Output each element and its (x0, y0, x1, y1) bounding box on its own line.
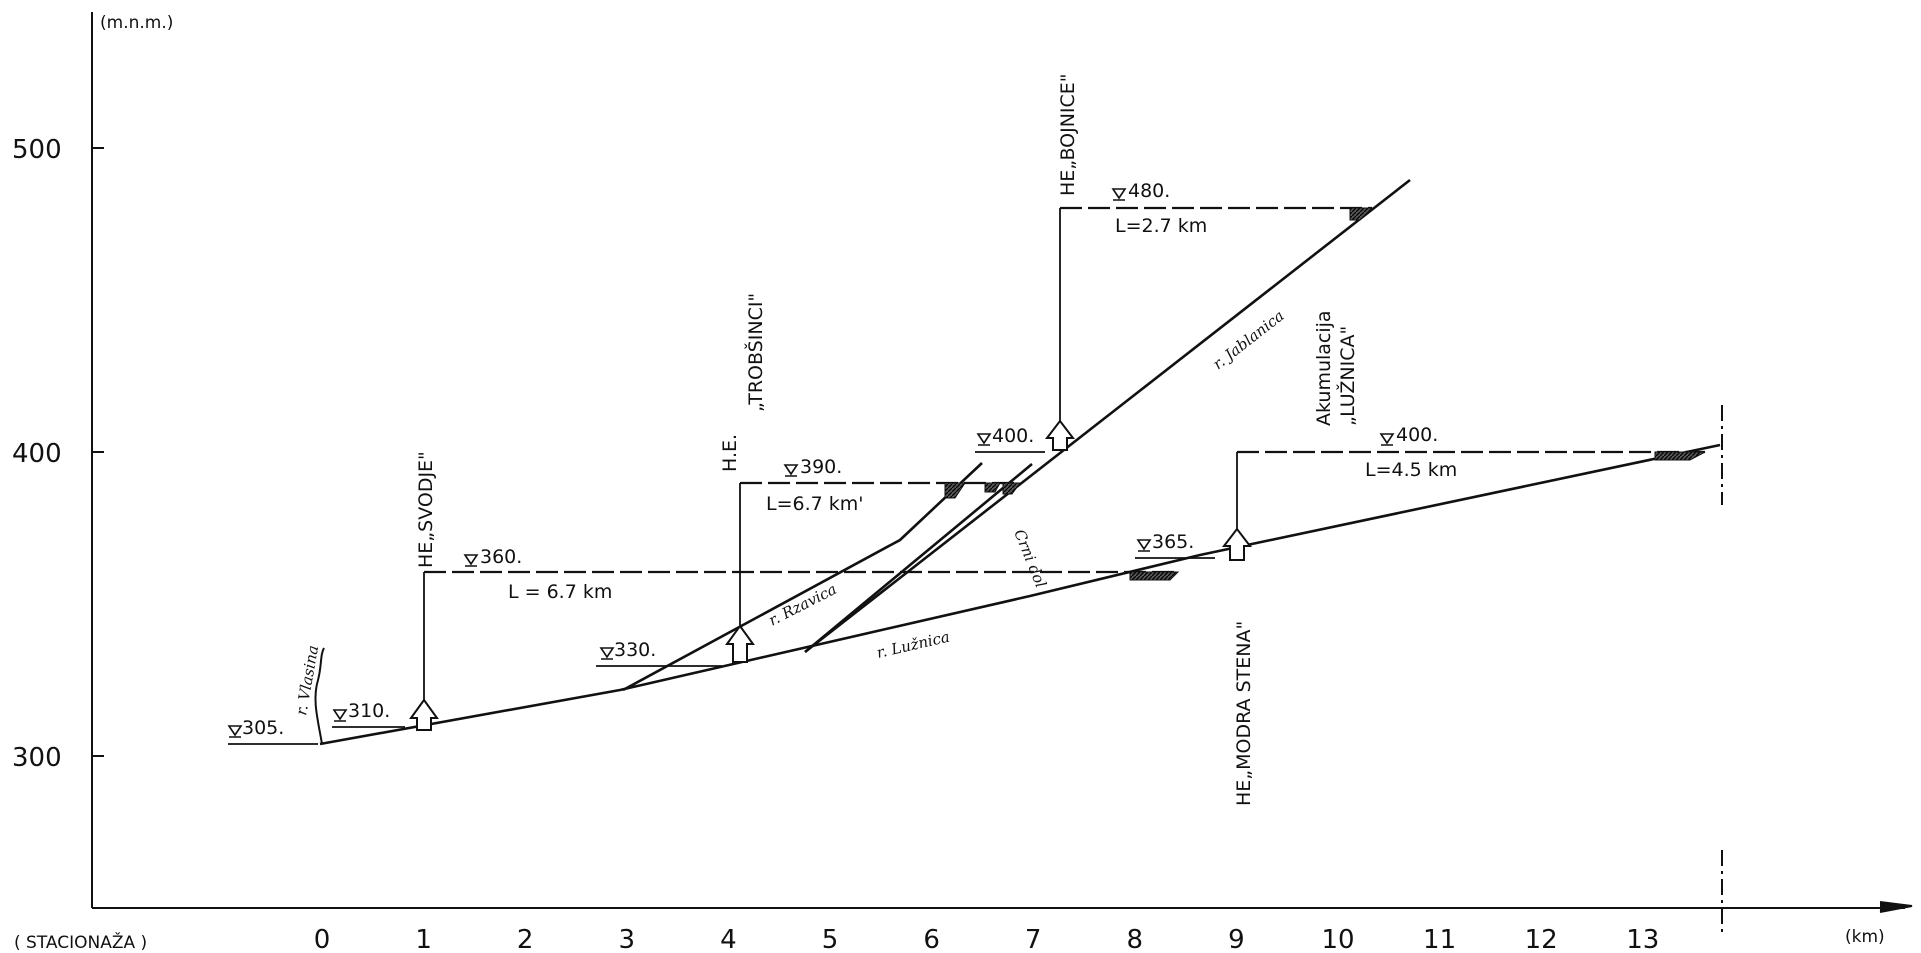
svg-text:360.: 360. (480, 546, 522, 568)
reservoir-hatches (944, 207, 1706, 581)
x-tick-8: 8 (1127, 925, 1144, 953)
y-tick-300: 300 (12, 743, 62, 773)
level-triangle-icon (1379, 433, 1395, 446)
x-tick-1: 1 (415, 925, 432, 953)
level-markers: 305. 310. 330. 400. 365. 360. 390. 480 (227, 180, 1438, 739)
river-luznica: r. Lužnica (875, 628, 952, 662)
reservoir-label-b: „LUŽNICA" (1336, 326, 1359, 426)
jablanica-branch (804, 462, 1033, 654)
x-tick-0: 0 (314, 925, 331, 953)
level-360: 360. (463, 546, 522, 568)
x-tick-3: 3 (619, 925, 636, 953)
plant-label-trobsinci: „TROBŠINCI" (743, 293, 767, 412)
plant-label-svodje: HE„SVODJE" (415, 451, 437, 568)
level-400-modra: 400. (1379, 424, 1438, 446)
level-365: 365. (1136, 531, 1194, 553)
x-tick-5: 5 (822, 925, 839, 953)
svg-text:365.: 365. (1152, 531, 1194, 553)
svg-text:400.: 400. (1396, 424, 1438, 446)
x-axis-unit: (km) (1845, 927, 1885, 947)
x-tick-12: 12 (1525, 925, 1558, 953)
weir-arrows (409, 419, 1253, 731)
level-triangle-icon (1111, 188, 1127, 201)
svodje-length: L = 6.7 km (508, 581, 612, 603)
level-330: 330. (599, 639, 656, 661)
level-triangle-icon (599, 647, 615, 660)
svg-text:330.: 330. (614, 639, 656, 661)
y-axis-unit: (m.n.m.) (100, 13, 173, 33)
reservoir-label-a: Akumulacija (1313, 310, 1335, 426)
x-tick-9: 9 (1228, 925, 1245, 953)
jablanica-profile (804, 178, 1411, 654)
level-triangle-icon (332, 709, 348, 722)
x-tick-13: 13 (1626, 925, 1659, 953)
svg-text:310.: 310. (348, 700, 390, 722)
river-rzavica: r. Rzavica (766, 580, 840, 630)
svg-text:400.: 400. (992, 425, 1034, 447)
svg-text:480.: 480. (1128, 180, 1170, 202)
y-tick-400: 400 (12, 439, 62, 469)
bojnice-weir-arrow-icon (1044, 419, 1076, 451)
x-tick-2: 2 (517, 925, 534, 953)
x-tick-7: 7 (1025, 925, 1042, 953)
bojnice-length: L=2.7 km (1115, 215, 1207, 237)
svg-text:305.: 305. (242, 717, 284, 739)
x-tick-labels: 0 1 2 3 4 5 6 7 8 9 10 11 12 13 (314, 925, 1660, 953)
level-310: 310. (332, 700, 390, 722)
axes (91, 12, 1913, 913)
river-crni-dol: Crni dol (1010, 527, 1050, 591)
river-jablanica: r. Jablanica (1209, 307, 1287, 374)
svg-text:390.: 390. (800, 456, 842, 478)
y-tick-500: 500 (12, 135, 62, 165)
svodje-weir-arrow-icon (409, 698, 439, 731)
x-tick-6: 6 (923, 925, 940, 953)
x-tick-11: 11 (1423, 925, 1456, 953)
x-tick-10: 10 (1321, 925, 1354, 953)
luznica-profile (319, 443, 1721, 746)
level-390: 390. (783, 456, 842, 478)
level-305: 305. (227, 717, 284, 739)
plant-label-bojnice: HE„BOJNICE" (1057, 73, 1079, 196)
modra-weir-arrow-icon (1221, 527, 1253, 561)
vlasina-profile (314, 647, 325, 745)
river-profiles (314, 178, 1721, 746)
level-480: 480. (1111, 180, 1170, 202)
modra-length: L=4.5 km (1365, 459, 1457, 481)
level-triangle-icon (463, 554, 479, 567)
x-tick-4: 4 (720, 925, 737, 953)
x-axis-arrow-icon (1879, 901, 1913, 913)
level-triangle-icon (1136, 539, 1152, 552)
headwater-levels (424, 206, 1705, 574)
trobsinci-weir-arrow-icon (725, 624, 755, 663)
level-triangle-icon (227, 725, 243, 738)
plant-label-trobsinci-he: H.E. (719, 434, 741, 472)
trobsinci-length: L=6.7 km' (766, 493, 864, 515)
level-triangle-icon (783, 464, 799, 477)
x-axis-prefix: ( STACIONAŽA ) (14, 931, 147, 953)
plant-label-modra-stena: HE„MODRA STENA" (1233, 621, 1255, 806)
level-400-small: 400. (976, 425, 1034, 447)
level-triangle-icon (976, 433, 992, 446)
